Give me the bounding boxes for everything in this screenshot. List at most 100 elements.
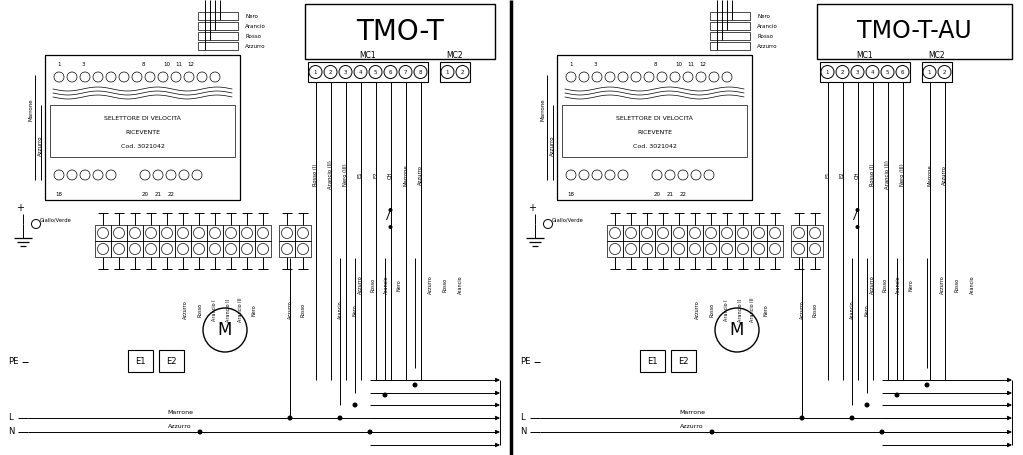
Text: Nero (III): Nero (III) <box>900 164 905 187</box>
Text: E2: E2 <box>167 357 177 365</box>
Circle shape <box>690 243 701 254</box>
Circle shape <box>683 72 693 82</box>
Text: 18: 18 <box>55 192 62 197</box>
Bar <box>703 225 719 241</box>
Bar <box>687 225 703 241</box>
Circle shape <box>389 208 393 212</box>
Bar <box>239 225 255 241</box>
Circle shape <box>566 72 576 82</box>
Text: Rosso (I): Rosso (I) <box>870 164 875 186</box>
Text: MC2: MC2 <box>929 51 945 61</box>
Text: E1: E1 <box>825 172 830 178</box>
Text: Arancio III: Arancio III <box>751 298 756 322</box>
Text: 1: 1 <box>928 70 931 75</box>
Bar <box>128 350 153 372</box>
Circle shape <box>592 170 602 180</box>
Bar <box>159 350 184 372</box>
Text: 1: 1 <box>57 62 60 67</box>
Text: MC2: MC2 <box>447 51 463 61</box>
Text: Arancio: Arancio <box>384 276 389 294</box>
Text: Marrone: Marrone <box>403 164 408 186</box>
Circle shape <box>179 170 189 180</box>
Text: 22: 22 <box>168 192 175 197</box>
Text: Arancio: Arancio <box>457 276 462 294</box>
Circle shape <box>678 170 688 180</box>
Text: Nero: Nero <box>252 304 257 316</box>
Bar <box>751 225 767 241</box>
Circle shape <box>925 383 930 388</box>
Bar <box>112 241 127 257</box>
Circle shape <box>153 170 163 180</box>
Text: 3: 3 <box>593 62 596 67</box>
Circle shape <box>644 72 654 82</box>
Bar <box>655 241 671 257</box>
Text: L: L <box>520 414 525 423</box>
Circle shape <box>298 243 309 254</box>
Text: Azzurro: Azzurro <box>680 424 704 429</box>
Bar <box>198 42 238 50</box>
Circle shape <box>145 243 157 254</box>
Text: E2: E2 <box>373 172 379 178</box>
Circle shape <box>794 243 804 254</box>
Text: Arancio II: Arancio II <box>225 298 230 322</box>
Text: RICEVENTE: RICEVENTE <box>637 131 672 136</box>
Circle shape <box>281 228 293 238</box>
Bar <box>159 225 175 241</box>
Text: 11: 11 <box>176 62 182 67</box>
Circle shape <box>414 66 427 79</box>
Text: 22: 22 <box>679 192 686 197</box>
Bar <box>440 62 470 82</box>
Text: Arancio: Arancio <box>849 301 854 319</box>
Bar <box>807 241 822 257</box>
Bar <box>223 241 239 257</box>
Bar <box>607 241 623 257</box>
Circle shape <box>66 72 77 82</box>
Bar <box>127 225 143 241</box>
Circle shape <box>809 228 820 238</box>
Text: 3: 3 <box>81 62 85 67</box>
Bar <box>562 105 747 157</box>
Circle shape <box>287 415 293 420</box>
Circle shape <box>197 430 203 435</box>
Text: TMO-T: TMO-T <box>356 17 444 46</box>
Text: Marrone: Marrone <box>540 98 545 121</box>
Bar <box>255 225 271 241</box>
Bar <box>239 241 255 257</box>
Circle shape <box>412 383 417 388</box>
Bar <box>95 241 112 257</box>
Bar <box>308 62 428 82</box>
Text: N: N <box>520 428 527 436</box>
Text: Azzurro: Azzurro <box>287 301 293 319</box>
Bar <box>607 225 623 241</box>
Text: E2: E2 <box>678 357 688 365</box>
Circle shape <box>119 72 129 82</box>
Circle shape <box>339 66 352 79</box>
Text: Azzurro: Azzurro <box>549 135 554 156</box>
Circle shape <box>93 72 103 82</box>
Text: Marrone: Marrone <box>927 164 932 186</box>
Text: Nero: Nero <box>353 304 357 316</box>
Bar <box>719 241 735 257</box>
Bar <box>735 241 751 257</box>
Circle shape <box>605 72 615 82</box>
Circle shape <box>225 243 236 254</box>
Circle shape <box>354 66 367 79</box>
Bar <box>791 225 807 241</box>
Circle shape <box>722 72 732 82</box>
Circle shape <box>769 243 781 254</box>
Text: 3: 3 <box>856 70 859 75</box>
Text: Nero: Nero <box>763 304 768 316</box>
Text: Rosso: Rosso <box>883 278 888 292</box>
Circle shape <box>456 66 469 79</box>
Text: Azzurro: Azzurro <box>757 44 777 49</box>
Circle shape <box>866 66 879 79</box>
Circle shape <box>543 219 552 228</box>
Text: Marrone: Marrone <box>167 410 193 415</box>
Text: 8: 8 <box>418 70 422 75</box>
Text: E1: E1 <box>135 357 145 365</box>
Text: Giallo/Verde: Giallo/Verde <box>552 217 584 222</box>
Circle shape <box>441 66 454 79</box>
Text: 21: 21 <box>667 192 673 197</box>
Text: N: N <box>8 428 14 436</box>
Text: +: + <box>16 203 24 213</box>
